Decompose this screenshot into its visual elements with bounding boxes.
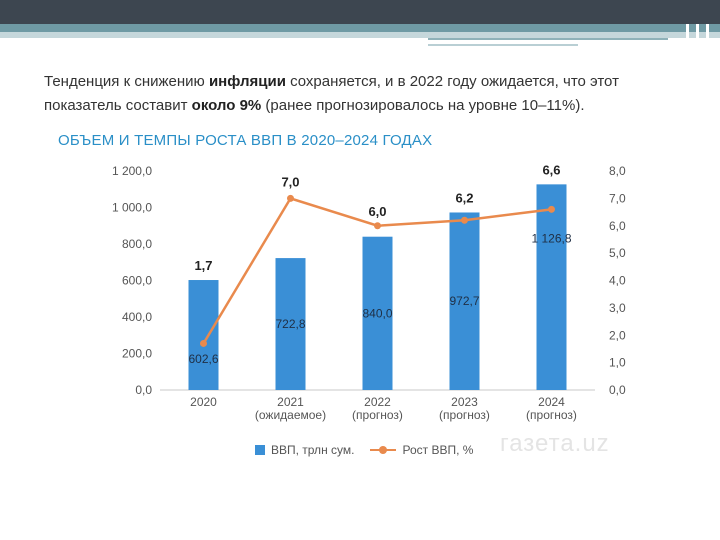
gdp-chart: 0,0 200,0 400,0 600,0 800,0 1 000,0 1 200,0 0,0… bbox=[112, 162, 626, 422]
growth-point bbox=[374, 222, 381, 230]
x-category-note: (прогноз) bbox=[352, 408, 403, 422]
slide-header-band bbox=[0, 24, 720, 32]
y-right-tick-label: 2,0 bbox=[609, 328, 626, 342]
y-left-tick-label: 0,0 bbox=[135, 383, 152, 397]
growth-point bbox=[548, 205, 555, 213]
intro-text-2: сохраняется, и в 2022 году ожидается, чт… bbox=[44, 73, 619, 114]
gdp-bar-value-label: 840,0 bbox=[362, 306, 392, 320]
slide-top-bar bbox=[0, 0, 720, 24]
growth-value-label: 1,7 bbox=[194, 258, 212, 273]
legend-item-growth: Рост ВВП, % bbox=[370, 443, 473, 457]
growth-point bbox=[200, 339, 207, 347]
y-left-tick-label: 1 200,0 bbox=[112, 164, 152, 178]
y-right-tick-label: 4,0 bbox=[609, 274, 626, 288]
y-right-tick-label: 3,0 bbox=[609, 301, 626, 315]
slide-header-band-light bbox=[0, 32, 720, 38]
x-category-year: 2020 bbox=[190, 395, 217, 409]
y-right-tick-label: 7,0 bbox=[609, 191, 626, 205]
header-accent-line bbox=[428, 38, 668, 40]
header-corner-marks bbox=[672, 24, 720, 48]
y-right-tick-label: 6,0 bbox=[609, 219, 626, 233]
legend-line-swatch bbox=[370, 445, 397, 455]
legend-bar-swatch bbox=[255, 445, 265, 455]
y-right-tick-label: 8,0 bbox=[609, 164, 626, 178]
intro-bold-value: около 9% bbox=[191, 97, 262, 114]
intro-bold-inflation: инфляции bbox=[208, 73, 286, 90]
x-category-note: (прогноз) bbox=[526, 408, 577, 422]
y-right-tick-label: 1,0 bbox=[609, 356, 626, 370]
gdp-bar-value-label: 972,7 bbox=[449, 294, 479, 308]
chart-title: ОБЪЕМ И ТЕМПЫ РОСТА ВВП В 2020–2024 ГОДА… bbox=[58, 132, 433, 149]
y-left-tick-label: 400,0 bbox=[122, 310, 152, 324]
growth-value-label: 6,6 bbox=[542, 162, 560, 177]
gdp-bar bbox=[362, 236, 393, 390]
growth-point bbox=[287, 194, 294, 202]
x-category-year: 2022 bbox=[364, 395, 391, 409]
gdp-bar-value-label: 602,6 bbox=[188, 352, 218, 366]
legend-label-gdp: ВВП, трлн сум. bbox=[271, 443, 355, 457]
header-accent-line-short bbox=[428, 44, 578, 46]
growth-point bbox=[461, 216, 468, 224]
x-category-year: 2024 bbox=[538, 395, 565, 409]
y-left-tick-label: 600,0 bbox=[122, 274, 152, 288]
y-right-tick-label: 5,0 bbox=[609, 246, 626, 260]
legend-item-gdp: ВВП, трлн сум. bbox=[255, 443, 354, 457]
x-category-year: 2021 bbox=[277, 395, 304, 409]
intro-text-3: (ранее прогнозировалось на уровне 10–11%… bbox=[261, 97, 585, 114]
intro-text-1: Тенденция к снижению bbox=[44, 73, 209, 90]
y-left-tick-label: 800,0 bbox=[122, 237, 152, 251]
y-left-tick-label: 200,0 bbox=[122, 347, 152, 361]
gdp-bar bbox=[536, 184, 567, 390]
gdp-bar-value-label: 1 126,8 bbox=[531, 231, 571, 245]
gdp-bar-value-label: 722,8 bbox=[275, 317, 305, 331]
watermark-logo: газета.uz bbox=[500, 430, 610, 457]
x-category-year: 2023 bbox=[451, 395, 478, 409]
growth-value-label: 7,0 bbox=[281, 174, 299, 189]
legend-label-growth: Рост ВВП, % bbox=[402, 443, 474, 457]
growth-value-label: 6,2 bbox=[455, 190, 473, 205]
x-category-note: (ожидаемое) bbox=[255, 408, 326, 422]
growth-value-label: 6,0 bbox=[368, 204, 386, 219]
gdp-bar bbox=[275, 258, 306, 390]
y-left-tick-label: 1 000,0 bbox=[112, 201, 152, 215]
gdp-bar bbox=[449, 212, 480, 390]
x-category-note: (прогноз) bbox=[439, 408, 490, 422]
gdp-bar bbox=[188, 280, 219, 390]
y-right-tick-label: 0,0 bbox=[609, 383, 626, 397]
chart-legend: ВВП, трлн сум. Рост ВВП, % bbox=[255, 443, 489, 457]
intro-paragraph: Тенденция к снижению инфляции сохраняетс… bbox=[44, 70, 684, 118]
